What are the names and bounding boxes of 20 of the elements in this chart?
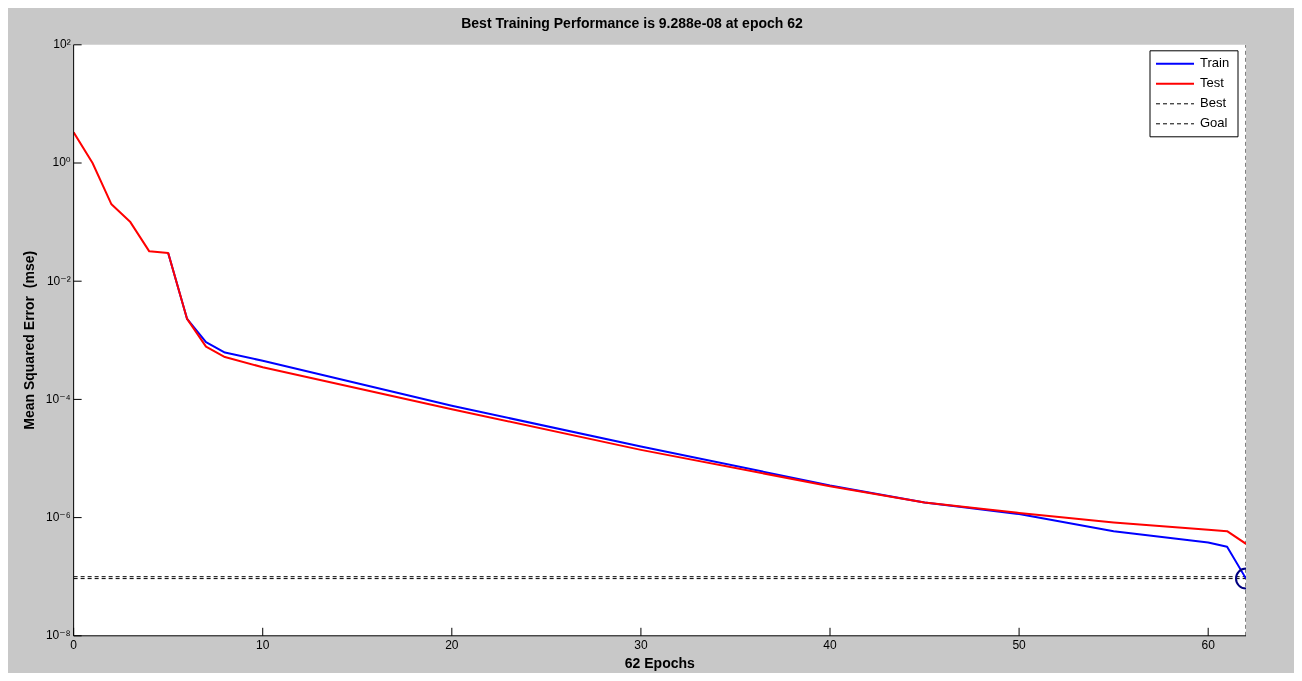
chart-title: Best Training Performance is 9.288e-08 at epoch 62 xyxy=(461,15,804,32)
legend-label: Train xyxy=(1200,55,1230,71)
x-tick-label: 60 xyxy=(1201,638,1216,653)
y-tick-label: 10² xyxy=(53,37,71,52)
legend-label: Goal xyxy=(1200,115,1228,131)
y-tick-label: 10⁰ xyxy=(52,155,71,170)
ref-line-label: Best xyxy=(1200,95,1227,111)
y-tick-label: 10⁻⁶ xyxy=(46,509,71,524)
y-axis-title: Mean Squared Error (mse) xyxy=(21,250,38,430)
y-tick-label: 10⁻⁸ xyxy=(45,628,71,643)
y-tick-label: 10⁻⁴ xyxy=(45,391,71,406)
legend-label: Test xyxy=(1200,75,1225,91)
x-tick-label: 50 xyxy=(1012,638,1027,653)
x-tick-label: 40 xyxy=(823,638,837,653)
x-tick-label: 0 xyxy=(70,638,78,653)
x-tick-label: 10 xyxy=(256,638,270,653)
x-tick-label: 30 xyxy=(634,638,648,653)
x-tick-label: 20 xyxy=(445,638,459,653)
x-axis-title: 62 Epochs xyxy=(624,655,696,672)
y-tick-label: 10⁻² xyxy=(46,273,71,288)
